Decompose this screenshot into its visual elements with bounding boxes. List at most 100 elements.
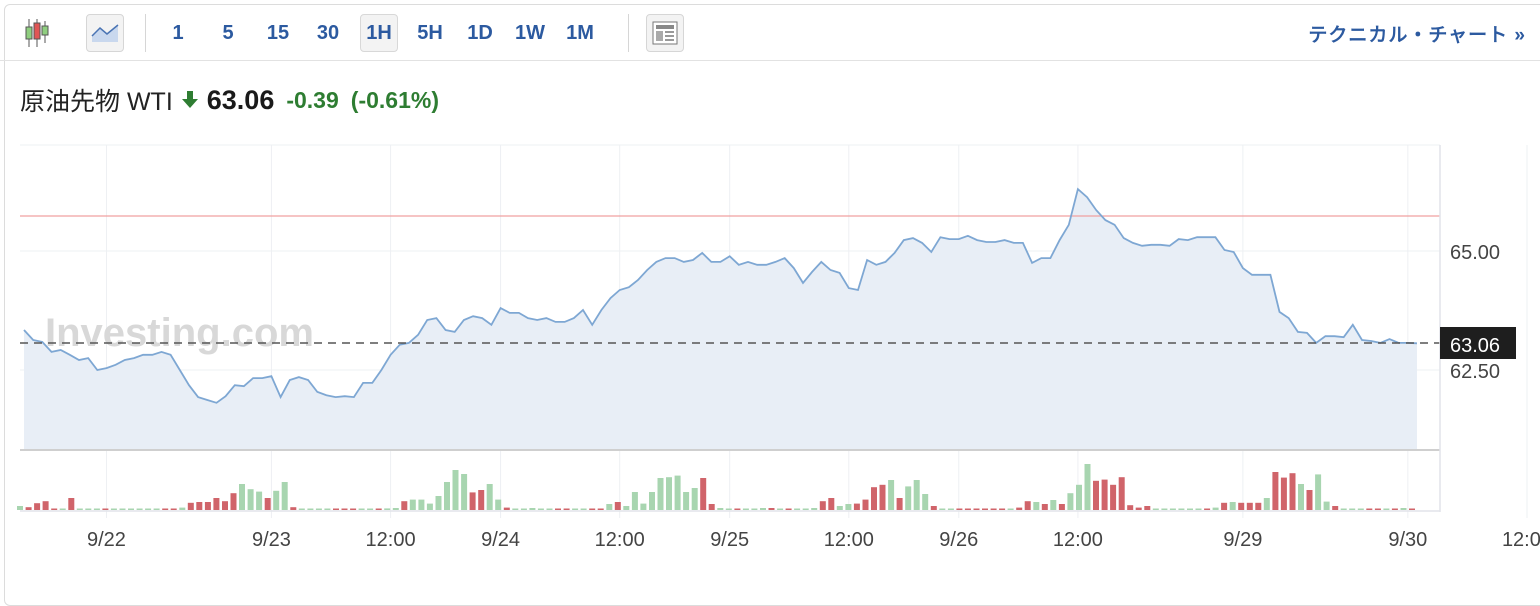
volume-bar	[1144, 506, 1151, 510]
timeframe-30[interactable]: 30	[316, 21, 340, 44]
volume-bar	[298, 508, 305, 510]
volume-bar	[247, 489, 254, 510]
volume-bar	[964, 508, 971, 510]
volume-bar	[162, 508, 169, 510]
instrument-name: 原油先物 WTI	[20, 88, 173, 116]
volume-bar	[213, 498, 220, 510]
volume-bar	[1306, 490, 1313, 510]
volume-bar	[1383, 508, 1390, 510]
volume-bar	[367, 508, 374, 510]
volume-bar	[828, 498, 835, 510]
volume-bar	[239, 484, 245, 510]
volume-bar	[794, 508, 801, 510]
volume-bar	[1016, 507, 1023, 510]
price-change-percent: (-0.61%)	[350, 86, 439, 113]
volume-bar	[307, 508, 314, 510]
y-tick-label: 65.00	[1450, 242, 1500, 264]
volume-bar	[1246, 502, 1253, 510]
volume-bar	[136, 508, 143, 510]
x-tick-label: 9/29	[1223, 529, 1262, 551]
volume-bar	[879, 484, 886, 510]
volume-bar	[597, 508, 604, 510]
volume-bar	[1340, 508, 1347, 510]
volume-bar	[546, 508, 553, 510]
volume-bar	[1357, 508, 1364, 510]
volume-bar	[1323, 501, 1330, 510]
volume-bar	[922, 494, 929, 510]
timeframe-5[interactable]: 5	[222, 21, 234, 44]
volume-bar	[572, 508, 579, 510]
volume-bar	[375, 508, 382, 510]
layout-button[interactable]	[646, 14, 684, 52]
volume-bar	[606, 504, 613, 510]
toolbar-separator	[145, 14, 146, 52]
volume-bar	[281, 482, 288, 510]
volume-bar	[17, 506, 23, 510]
volume-bar	[623, 506, 630, 510]
timeframe-15[interactable]: 15	[266, 21, 290, 44]
volume-bar	[520, 508, 527, 510]
volume-bar	[179, 507, 186, 510]
last-price-badge	[1440, 327, 1516, 359]
x-tick-label: 12:00	[1053, 529, 1103, 551]
volume-bar	[956, 508, 963, 510]
timeframe-1d[interactable]: 1D	[467, 21, 493, 44]
volume-bar	[1332, 506, 1339, 510]
area-chart-button[interactable]	[86, 14, 124, 52]
volume-bar	[589, 508, 596, 510]
volume-bar	[324, 508, 331, 510]
volume-bar	[947, 508, 954, 510]
volume-bar	[196, 502, 203, 510]
volume-bar	[888, 480, 895, 510]
volume-bar	[725, 508, 732, 510]
volume-bar	[555, 508, 561, 510]
volume-bar	[1110, 484, 1117, 510]
volume-bar	[204, 502, 211, 510]
timeframe-1m[interactable]: 1M	[566, 21, 594, 44]
volume-bar	[34, 503, 41, 510]
timeframe-1w[interactable]: 1W	[515, 21, 545, 44]
volume-bar	[913, 480, 920, 510]
volume-bar	[110, 508, 117, 510]
x-tick-label: 12:00	[824, 529, 874, 551]
price-chart[interactable]: Investing.com 65.00 62.50 63.06 9/22 9/23 1…	[0, 0, 1540, 574]
volume-bar	[503, 507, 510, 510]
x-tick-label: 12:00	[595, 529, 645, 551]
timeframe-1h[interactable]: 1H	[360, 14, 398, 52]
down-arrow-icon	[181, 91, 198, 108]
candlestick-chart-button[interactable]	[18, 14, 56, 52]
volume-bar	[290, 507, 297, 510]
candlestick-icon	[25, 19, 49, 47]
volume-bar	[1058, 504, 1065, 510]
volume-bar	[973, 508, 980, 510]
volume-bar	[1135, 507, 1142, 510]
technical-chart-link[interactable]: テクニカル・チャート »	[1308, 25, 1526, 46]
layout-icon	[652, 21, 678, 45]
timeframe-1[interactable]: 1	[172, 21, 184, 44]
timeframe-5h[interactable]: 5H	[417, 21, 443, 44]
volume-bar	[1366, 508, 1373, 510]
volume-bar	[1187, 508, 1193, 510]
volume-bar	[1374, 508, 1381, 510]
volume-bar	[1118, 477, 1125, 510]
volume-bar	[802, 508, 809, 510]
x-tick-label: 9/25	[710, 529, 749, 551]
volume-bar	[777, 508, 784, 510]
volume-bar	[1152, 508, 1159, 510]
volume-bar	[418, 499, 425, 510]
toolbar-separator	[628, 14, 629, 52]
volume-bar	[1076, 484, 1082, 510]
volume-bar	[222, 501, 228, 510]
volume-bar	[896, 498, 903, 510]
volume-bar	[751, 508, 758, 510]
volume-bar	[452, 470, 459, 510]
volume-bar	[691, 488, 698, 510]
volume-bar	[529, 508, 536, 510]
volume-bar	[999, 508, 1006, 510]
volume-bar	[68, 498, 75, 510]
volume-bar	[51, 508, 58, 510]
volume-bar	[409, 499, 416, 510]
price-area-fill	[24, 189, 1417, 449]
volume-bar	[1298, 484, 1304, 510]
volume-bar	[1178, 508, 1185, 510]
